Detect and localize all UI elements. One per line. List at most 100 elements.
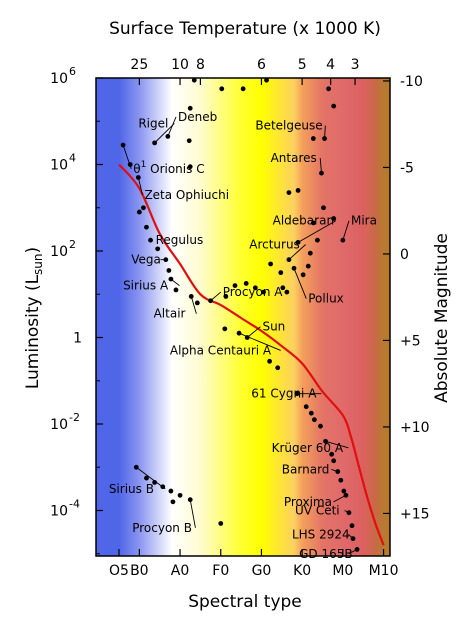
star-point	[152, 140, 158, 146]
star-point	[144, 224, 149, 230]
top-tick-label: 4	[326, 57, 335, 73]
star-point	[168, 488, 174, 494]
star-point	[305, 263, 311, 269]
label-leader	[136, 466, 166, 490]
star-label: Pollux	[308, 292, 344, 306]
star-point	[135, 175, 141, 180]
star-point	[186, 138, 192, 144]
bottom-axis-title: Spectral type	[188, 592, 302, 612]
star-label: θ1 Orionis C	[133, 160, 204, 176]
star-point	[319, 170, 324, 176]
star-label: Vega	[131, 253, 161, 267]
star-point	[286, 190, 292, 196]
top-tick-label: 25	[130, 57, 148, 73]
label-leader	[325, 440, 349, 449]
right-tick-label: -10	[400, 74, 423, 90]
star-point	[323, 438, 328, 444]
left-tick-exponent: -4	[69, 498, 80, 511]
star-point	[223, 294, 229, 299]
star-point	[295, 239, 301, 245]
star-label: Procyon A	[223, 285, 283, 299]
star-point	[133, 464, 139, 470]
bottom-tick-label: M0	[332, 563, 353, 579]
star-point	[243, 281, 249, 286]
left-axis-title: Luminosity (Lsun)	[23, 247, 45, 389]
star-label: Sun	[262, 320, 285, 334]
star-point	[168, 276, 174, 282]
bottom-tick-label: O5	[109, 563, 129, 579]
star-point	[307, 250, 313, 256]
star-point	[318, 423, 323, 429]
star-point	[284, 289, 290, 295]
star-point	[173, 287, 179, 293]
left-tick-label: 10	[50, 244, 68, 260]
star-label: Betelgeuse	[255, 119, 322, 133]
star-point	[144, 475, 149, 481]
star-point	[303, 404, 309, 410]
star-point	[286, 257, 292, 263]
star-point	[331, 216, 337, 221]
star-point	[294, 391, 300, 397]
star-point	[165, 133, 171, 139]
label-leader	[246, 326, 261, 338]
star-point	[300, 272, 306, 278]
label-leader	[288, 244, 306, 260]
star-point	[208, 298, 213, 304]
star-point	[163, 257, 169, 263]
star-point	[354, 547, 360, 552]
star-label: Arcturus	[249, 238, 300, 252]
right-tick-label: +5	[400, 333, 421, 349]
star-label: Mira	[351, 214, 377, 228]
label-leader	[167, 116, 177, 137]
star-label: Zeta Ophiuchi	[144, 188, 229, 202]
star-label: Rigel	[138, 116, 168, 130]
left-tick-label: 10	[50, 71, 68, 87]
star-point	[187, 164, 193, 170]
star-point	[152, 479, 158, 485]
bottom-tick-label: G0	[252, 563, 272, 579]
star-point	[331, 103, 337, 109]
bottom-tick-label: B0	[130, 563, 149, 579]
axis-ticks	[96, 77, 390, 556]
star-label: Aldebaran	[273, 214, 334, 228]
left-tick-label: 10	[50, 417, 68, 433]
top-tick-label: 3	[351, 57, 360, 73]
left-tick-exponent: -2	[69, 411, 80, 424]
star-point	[240, 86, 246, 92]
star-point	[191, 77, 197, 83]
star-labels: θ1 Orionis C Zeta Ophiuchi Rigel Deneb Regul…	[109, 110, 377, 561]
top-axis-title: Surface Temperature (x 1000 K)	[109, 19, 381, 39]
star-point	[280, 285, 286, 291]
right-tick-label: +10	[400, 420, 430, 436]
star-point	[275, 365, 281, 371]
star-point	[310, 136, 316, 141]
star-point	[244, 335, 250, 340]
star-label: UV Ceti	[295, 504, 340, 518]
right-tick-label: +15	[400, 506, 430, 522]
star-point	[341, 488, 347, 494]
star-label: Sirius B	[109, 482, 154, 496]
bottom-tick-label: A0	[171, 563, 189, 579]
star-point	[187, 497, 193, 503]
label-leader	[342, 220, 350, 241]
star-point	[155, 246, 161, 252]
left-axis-title-sub: sun	[31, 253, 45, 274]
left-tick-label: 1	[73, 331, 82, 347]
star-point	[177, 492, 183, 498]
bottom-tick-label: M10	[369, 563, 399, 579]
star-label: Proxima	[284, 495, 332, 509]
star-label: Barnard	[282, 462, 330, 476]
bottom-tick-label: F0	[212, 563, 229, 579]
star-label: LHS 2924	[292, 527, 350, 541]
star-label: Alpha Centauri A	[170, 343, 272, 357]
top-tick-label: 6	[257, 57, 266, 73]
star-point	[187, 105, 193, 111]
left-tick-exponent: 4	[69, 152, 76, 165]
star-points	[120, 77, 360, 552]
star-label: GD 165B	[299, 547, 353, 561]
star-point	[346, 510, 352, 516]
star-point	[340, 237, 346, 243]
right-tick-label: 0	[400, 247, 409, 263]
